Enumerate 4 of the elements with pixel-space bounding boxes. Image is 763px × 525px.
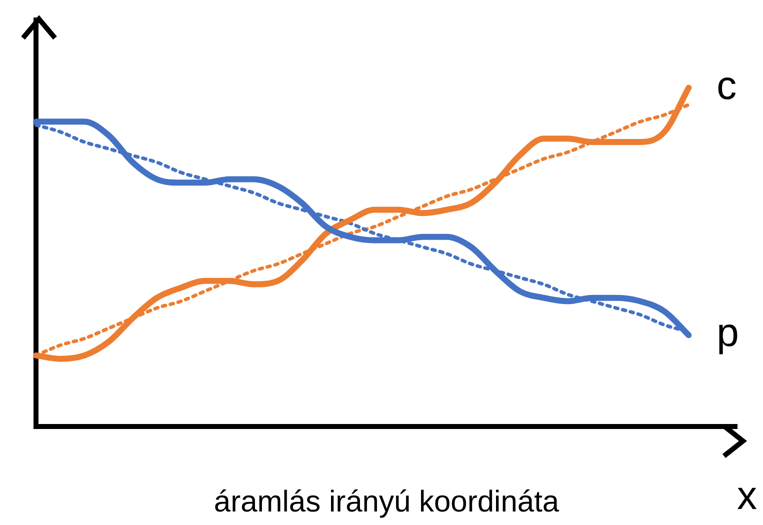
text: x bbox=[737, 474, 757, 518]
x-axis-title: áramlás irányú koordináta bbox=[214, 485, 560, 518]
series-label: c bbox=[716, 64, 737, 108]
series-label: p bbox=[716, 311, 739, 356]
